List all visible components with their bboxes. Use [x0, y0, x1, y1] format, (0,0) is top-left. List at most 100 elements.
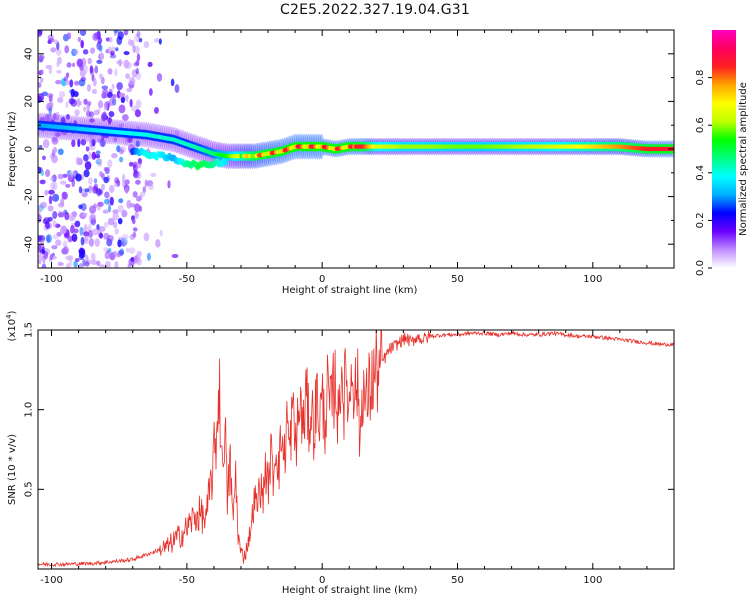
snr-multiplier-suffix: ) — [7, 310, 18, 314]
spectrogram-noise-point — [82, 49, 89, 55]
snr-multiplier-exponent: 4 — [5, 314, 13, 319]
spectrogram-noise-point — [159, 229, 163, 237]
spectrogram-noise-point — [148, 184, 154, 191]
spectrogram-noise-point — [103, 176, 109, 184]
spectrogram-noise-point — [50, 47, 57, 53]
spectrogram-noise-point — [171, 253, 179, 258]
spectrogram-noise-point — [123, 30, 129, 36]
spectrogram-noise-point — [82, 212, 88, 217]
spectrogram-noise-point — [114, 68, 118, 77]
spectrogram-noise-point — [120, 96, 126, 104]
spectrogram-noise-point — [101, 183, 105, 191]
spectrogram-noise-point — [78, 263, 84, 268]
figure-title: C2E5.2022.327.19.04.G31 — [280, 2, 470, 18]
spectrogram-noise-point — [158, 38, 162, 45]
spectrogram-noise-point — [55, 111, 60, 121]
spectrogram-noise-point — [132, 191, 138, 198]
y-axis-tick-label: 1.5 — [24, 322, 35, 338]
spectrogram-noise-point — [52, 234, 59, 240]
y-axis-tick-label: 0.5 — [24, 481, 35, 497]
spectrogram-noise-point — [116, 82, 123, 91]
spectrogram-noise-point — [47, 34, 54, 41]
spectrogram-noise-point — [142, 186, 146, 194]
spectrogram-noise-point — [51, 136, 58, 143]
spectrogram-noise-point — [38, 206, 42, 216]
spectrogram-noise-point — [75, 173, 82, 182]
spectrogram-ridge — [38, 112, 674, 171]
spectrogram-noise-point — [136, 30, 141, 38]
spectrogram-noise-point — [46, 93, 54, 98]
spectrogram-noise-point — [124, 137, 129, 147]
y-axis-tick-label: 0 — [24, 146, 35, 152]
spectrogram-noise-point — [65, 101, 69, 109]
spectrogram-noise-point — [114, 228, 119, 235]
spectrogram-noise-point — [111, 46, 116, 54]
spectrogram-noise-point — [99, 73, 103, 80]
snr-series-line — [38, 330, 674, 568]
spectrogram-noise-point — [38, 82, 42, 88]
spectrogram-noise-point — [113, 30, 120, 34]
spectrogram-noise-point — [86, 83, 91, 92]
x-axis-tick-label: 100 — [583, 575, 602, 586]
spectrogram-noise-point — [79, 226, 84, 236]
x-axis-tick-label: 50 — [451, 575, 464, 586]
spectrogram-noise-point — [118, 148, 125, 155]
spectrogram-noise-point — [69, 79, 74, 88]
spectrogram-noise-point — [113, 136, 118, 143]
spectrogram-noise-point — [108, 117, 112, 125]
spectrogram-noise-point — [99, 264, 105, 268]
spectrogram-noise-point — [57, 148, 64, 156]
spectrogram-noise-point — [80, 139, 87, 146]
spectrogram-noise-point — [107, 159, 113, 168]
spectrogram-noise-point — [150, 172, 157, 178]
spectrogram-noise-point — [66, 62, 72, 68]
spectrogram-noise-point — [112, 221, 118, 229]
spectrogram-noise-point — [40, 169, 44, 177]
spectrogram-noise-point — [103, 247, 109, 252]
spectrogram-noise-point — [64, 45, 70, 54]
spectrogram-noise-point — [88, 151, 92, 160]
x-axis-tick-label: -100 — [40, 274, 63, 285]
y-axis-tick-label: -20 — [24, 188, 35, 204]
spectrogram-noise-point — [38, 252, 44, 261]
spectrogram-noise-point — [60, 198, 65, 207]
spectrogram-noise-point — [59, 180, 67, 185]
spectrogram-noise-point — [80, 39, 85, 49]
spectrogram-noise-point — [65, 183, 71, 188]
spectrogram-noise-point — [132, 231, 137, 238]
spectrogram-noise-point — [148, 88, 153, 96]
spectrogram-ticks: -100 -50 0 50 100 40 20 0 -20 -40 — [24, 29, 675, 285]
spectrogram-noise-point — [107, 217, 115, 226]
spectrogram-noise-point — [56, 231, 62, 237]
spectrogram-noise-point — [119, 248, 125, 256]
spectrogram-noise-point — [89, 214, 97, 221]
spectrogram-noise-point — [66, 113, 70, 120]
y-axis-tick-label: -40 — [24, 236, 35, 252]
colorbar: 0.0 0.2 0.4 0.6 0.8 Normalized spectral ampl… — [695, 30, 749, 276]
spectrogram-noise-point — [103, 101, 108, 111]
spectrogram-noise-point — [118, 104, 126, 114]
spectrogram-noise-point — [70, 99, 78, 107]
spectrogram-noise-point — [93, 109, 100, 116]
spectrogram-noise-point — [63, 209, 68, 215]
spectrogram-noise-point — [83, 169, 90, 178]
spectrogram-noise-point — [117, 239, 122, 248]
spectrogram-noise-point — [135, 161, 142, 169]
spectrogram-noise-point — [97, 158, 103, 164]
spectrogram-noise-point — [124, 179, 130, 185]
snr-multiplier-label: (x104) — [5, 310, 18, 341]
spectrogram-noise-point — [38, 145, 43, 150]
spectrogram-noise-point — [71, 139, 76, 148]
spectrogram-noise-point — [133, 255, 138, 263]
spectrogram-noise-point — [115, 47, 119, 52]
spectrogram-noise-point — [94, 65, 99, 74]
spectrogram-noise-point — [47, 205, 54, 212]
spectrogram-noise-point — [56, 69, 62, 74]
spectrogram-noise-point — [129, 99, 133, 108]
spectrogram-noise-point — [38, 54, 44, 63]
spectrogram-noise-point — [68, 170, 76, 177]
spectrogram-noise-point — [77, 138, 81, 148]
spectrogram-noise-point — [167, 180, 171, 189]
